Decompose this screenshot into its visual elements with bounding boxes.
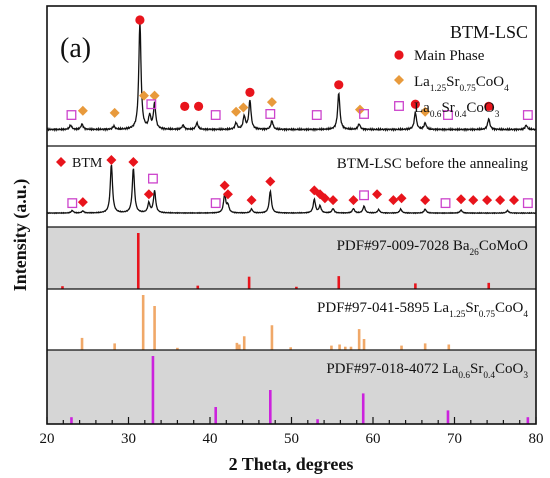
marker-circle-after <box>135 15 145 25</box>
marker-circle-after <box>180 101 190 111</box>
panels-group: BTM-LSC Main Phase La1.25Sr0.75CoO4 La0.6Sr… <box>46 15 537 424</box>
marker-square-after <box>66 110 77 120</box>
reference-shade-ref3 <box>47 350 536 424</box>
legend-diamond-symbol <box>394 75 404 85</box>
x-tick-label: 30 <box>121 431 136 447</box>
pattern-title-before: BTM-LSC before the annealing <box>337 156 529 172</box>
legend-la125-label: La1.25Sr0.75CoO4 <box>414 74 509 94</box>
marker-square-before <box>147 173 158 184</box>
marker-diamond-before <box>456 194 467 205</box>
marker-diamond-after <box>266 97 277 108</box>
pattern-title-after: BTM-LSC <box>450 22 528 42</box>
marker-diamond-before <box>77 197 88 208</box>
marker-circle-after <box>484 101 494 111</box>
reference-label-ref1: PDF#97-009-7028 Ba26CoMoO <box>337 238 529 258</box>
marker-diamond-after <box>77 105 88 116</box>
marker-diamond-before <box>388 195 399 206</box>
legend-la06-label: La0.6Sr0.4CoO3 <box>414 100 500 120</box>
x-tick-label: 40 <box>203 431 218 447</box>
marker-diamond-after <box>420 106 431 117</box>
marker-square-after <box>265 109 276 119</box>
marker-diamond-after <box>231 106 242 117</box>
marker-diamond-before <box>328 195 339 206</box>
pattern-line-after <box>46 21 537 133</box>
x-tick-label: 60 <box>366 431 381 447</box>
marker-diamond-after <box>149 90 160 101</box>
marker-square-before <box>67 198 78 209</box>
legend-btm-symbol <box>56 157 66 167</box>
marker-diamond-before <box>222 189 233 200</box>
marker-diamond-after <box>138 90 149 101</box>
marker-diamond-before <box>420 195 431 206</box>
reference-label-ref3: PDF#97-018-4072 La0.6Sr0.4CoO3 <box>326 361 528 381</box>
marker-circle-after <box>410 99 420 109</box>
marker-diamond-before <box>219 180 230 191</box>
marker-diamond-before <box>396 193 407 204</box>
marker-square-after <box>311 110 322 120</box>
marker-diamond-before <box>372 189 383 200</box>
marker-square-after <box>443 110 453 120</box>
marker-diamond-after <box>238 102 249 113</box>
marker-square-after <box>359 109 369 119</box>
marker-square-before <box>210 198 221 209</box>
marker-diamond-before <box>143 189 154 200</box>
legend-btm-label: BTM <box>72 156 103 171</box>
x-axis-label: 2 Theta, degrees <box>229 454 354 474</box>
marker-square-before <box>522 198 533 209</box>
marker-diamond-before <box>265 176 276 187</box>
marker-circle-after <box>245 87 255 97</box>
reference-shade-ref1 <box>47 227 536 289</box>
marker-circle-after <box>334 80 344 90</box>
marker-diamond-before <box>468 195 479 206</box>
marker-square-before <box>440 198 451 209</box>
x-tick-label: 70 <box>447 431 462 447</box>
panel-label: (a) <box>60 33 91 64</box>
legend-circle-symbol <box>394 50 404 60</box>
axes-group: Intensity (a.u.) 2 Theta, degrees (a) 20… <box>10 5 544 474</box>
marker-circle-after <box>193 101 204 111</box>
x-tick-label: 80 <box>529 431 544 447</box>
marker-square-before <box>359 190 369 201</box>
marker-square-after <box>146 99 157 110</box>
legend-main-phase-label: Main Phase <box>414 48 485 64</box>
marker-diamond-before <box>319 193 330 204</box>
x-tick-label: 50 <box>284 431 299 447</box>
marker-diamond-before <box>246 195 257 206</box>
marker-diamond-before <box>482 195 493 206</box>
marker-square-after <box>210 110 221 120</box>
marker-diamond-before <box>348 195 359 206</box>
pattern-line-before <box>46 164 537 215</box>
legend-square-symbol <box>394 101 404 111</box>
marker-diamond-before <box>128 156 139 167</box>
x-tick-label: 20 <box>40 431 55 447</box>
y-axis-label: Intensity (a.u.) <box>10 179 31 292</box>
marker-diamond-before <box>508 195 519 206</box>
marker-square-after <box>522 110 533 120</box>
marker-diamond-after <box>109 107 120 118</box>
reference-label-ref2: PDF#97-041-5895 La1.25Sr0.75CoO4 <box>317 300 528 320</box>
marker-diamond-before <box>495 195 506 206</box>
marker-diamond-before <box>106 155 117 165</box>
